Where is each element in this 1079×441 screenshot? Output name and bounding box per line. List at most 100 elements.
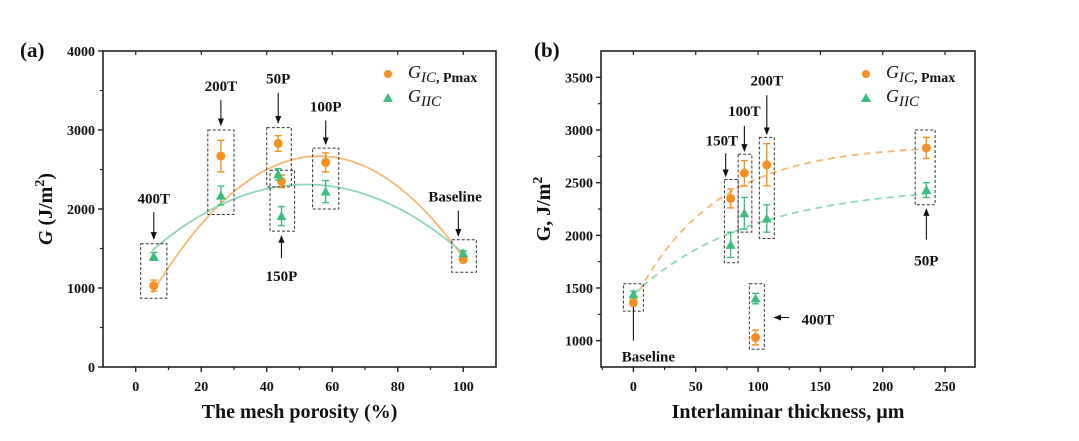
data-point-giic [320,186,331,196]
data-point-giic [273,169,284,179]
annotation-box [758,136,775,239]
legend-label-gic: GIC, Pmax [408,62,477,86]
x-tick-label: 150 [810,380,831,395]
annotation-label: Baseline [428,189,482,205]
data-point-gic [321,157,331,167]
y-label-text: G, J/m [533,183,555,241]
legend-main: G [408,62,421,82]
x-tick-label: 200 [872,380,893,395]
annotation-box [914,129,936,206]
legend-marker-giic [861,93,871,102]
y-label-sup: 2 [531,177,546,184]
annotation-label: 200T [205,79,238,95]
chart-b: (b) 0 50 100 150 200 250 1000 1500 2000 2500 3000 35… [531,38,976,423]
x-tick-label: 100 [748,380,769,395]
legend-suffix: , Pmax [436,71,477,86]
y-tick-label: 1500 [565,282,593,297]
y-label-text: (J/m [35,186,57,230]
x-tick-label: 0 [132,380,139,395]
panel-label: (a) [20,38,45,62]
y-axis-label: G (J/m2) [33,173,57,245]
annotation-label: 50P [914,254,938,270]
y-tick-label: 4000 [67,45,95,60]
data-point-gic [273,138,283,148]
y-tick-label: 2000 [67,203,95,218]
annotation-box [451,239,477,273]
annotation-label: 50P [266,72,290,88]
annotation-label: 150P [266,269,298,285]
legend-suffix: , Pmax [914,71,955,86]
data-point-giic [148,251,159,261]
annotation-label: 100P [310,99,342,115]
x-tick-label: 250 [935,380,956,395]
annotation-box [737,153,753,233]
x-tick-label: 50 [689,380,703,395]
legend-main: G [408,86,421,106]
x-tick-label: 80 [391,380,405,395]
y-tick-label: 3500 [565,71,593,86]
y-label-sup: 2 [33,180,48,187]
annotation-box [312,147,340,210]
x-tick-label: 40 [260,380,274,395]
x-tick-label: 60 [325,380,339,395]
data-point-gic [739,168,749,178]
legend-sub: IC [898,70,915,86]
y-label-italic: G [35,230,57,245]
data-point-giic [215,190,226,200]
y-axis-label: G, J/m2 [531,177,555,242]
legend-label-giic: GIIC [408,86,442,110]
x-axis-label: Interlaminar thickness, µm [672,401,905,423]
x-tick-label: 0 [630,380,637,395]
data-point-giic [739,208,750,218]
data-point-giic [725,239,736,249]
annotation-label: 400T [138,192,171,208]
annotation-label: 200T [751,73,784,89]
data-point-gic [762,160,772,170]
data-point-giic [458,248,469,258]
x-tick-label: 20 [194,380,208,395]
fit-curve-gic [151,155,465,294]
panel-label: (b) [534,38,560,62]
legend-sub: IIC [420,94,442,110]
data-point-giic [750,293,761,303]
fit-curve-giic [632,193,927,295]
legend-marker-gic [384,70,392,78]
legend-marker-giic [383,93,393,102]
y-tick-label: 0 [88,361,95,376]
data-point-giic [761,213,772,223]
annotation-box [748,283,765,350]
annotation-label: Baseline [622,349,676,365]
annotation-label: 100T [728,104,761,120]
fit-curve-gic [632,148,927,303]
data-point-gic [751,333,761,343]
x-tick-label: 100 [453,380,474,395]
data-point-giic [276,211,287,221]
data-point-gic [149,281,159,291]
data-point-giic [628,289,639,299]
legend-sub: IC [420,70,437,86]
annotation-box [266,127,292,188]
legend-marker-gic [862,70,870,78]
data-point-gic [628,298,638,308]
legend-sub: IIC [898,94,920,110]
legend-label-gic: GIC, Pmax [886,62,955,86]
data-point-gic [726,193,736,203]
fit-curve-giic [151,183,464,254]
data-point-giic [921,185,932,195]
y-tick-label: 1000 [565,335,593,350]
legend-main: G [886,86,899,106]
y-label-close: ) [35,173,57,180]
annotation-label: 400T [802,313,835,329]
legend-main: G [886,62,899,82]
data-point-gic [921,143,931,153]
annotation-label: 150T [706,134,739,150]
data-point-gic [216,151,226,161]
y-tick-label: 3000 [67,124,95,139]
data-point-gic [458,255,468,265]
x-axis-label: The mesh porosity (%) [202,401,398,423]
y-tick-label: 2000 [565,229,593,244]
annotation-box [269,169,296,232]
y-tick-label: 3000 [565,124,593,139]
